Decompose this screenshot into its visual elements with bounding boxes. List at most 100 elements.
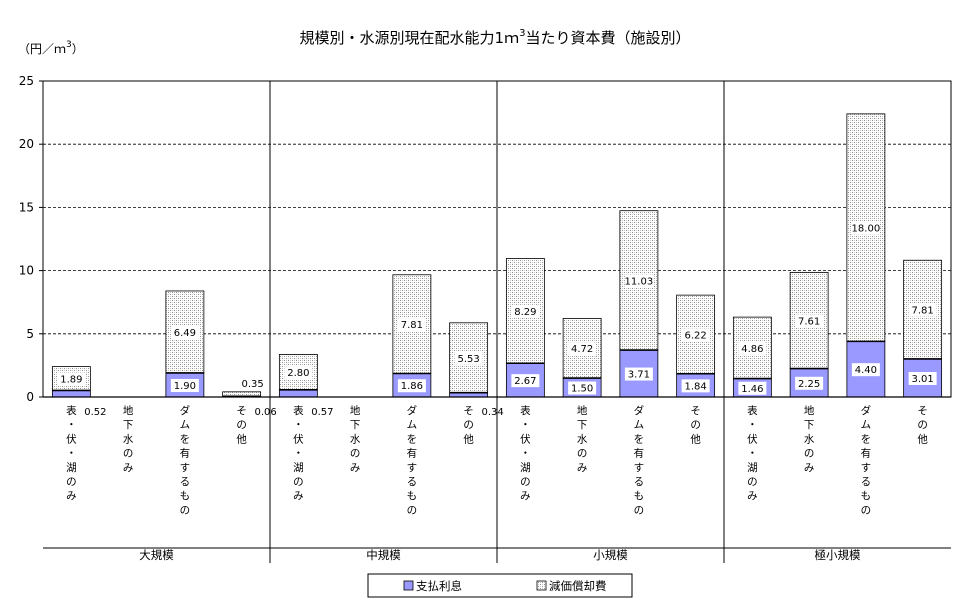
data-label-interest: 1.90	[174, 381, 196, 392]
group-label: 小規模	[593, 548, 628, 562]
data-label-depreciation: 18.00	[852, 224, 881, 235]
group-label: 極小規模	[815, 548, 861, 562]
category-label: 地下水のみ	[804, 404, 815, 474]
legend: 支払利息 減価償却費	[367, 573, 633, 598]
title-main: 規模別・水源別現在配水能力1ｍ	[300, 29, 520, 47]
data-label-depreciation: 1.89	[60, 374, 82, 385]
data-label-depreciation: 7.81	[401, 320, 423, 331]
data-label-depreciation: 6.49	[174, 328, 196, 339]
category-label: 地下水のみ	[123, 404, 134, 474]
data-label-bg	[624, 274, 653, 288]
category-label: その他	[463, 405, 474, 445]
y-tick-label: 10	[19, 264, 34, 278]
category-label: 地下水のみ	[350, 404, 361, 474]
y-tick-label: 15	[19, 200, 34, 214]
data-label-bg	[454, 351, 483, 365]
data-label-bg	[681, 379, 710, 393]
data-label-interest: 1.46	[741, 384, 763, 395]
data-label-interest: 1.84	[684, 381, 706, 392]
category-label: ダムを有するもの	[634, 404, 645, 516]
data-label-depreciation: 6.22	[684, 330, 706, 341]
category-label: 表・伏・湖のみ	[293, 404, 304, 502]
y-axis-ticks: 0 5 10 15 20 25	[19, 74, 34, 404]
title-tail: 当たり資本費（施設別）	[525, 29, 690, 47]
data-label-bg	[568, 342, 597, 356]
data-label-interest: 0.34	[481, 407, 503, 418]
title-superscript: 3	[519, 28, 525, 39]
data-label-bg	[738, 381, 767, 395]
axes	[39, 80, 952, 563]
data-label-depreciation: 7.61	[798, 316, 820, 327]
data-label-interest: 0.52	[84, 407, 106, 418]
group-label: 大規模	[139, 548, 174, 562]
data-label-bg	[624, 367, 653, 381]
data-label-depreciation: 4.86	[741, 344, 763, 355]
data-label-bg	[851, 221, 880, 235]
data-label-bg	[568, 381, 597, 395]
category-labels: 表・伏・湖のみ 地下水のみ ダムを有するもの その他 表・伏・湖のみ 地下水のみ ダムを有す…	[66, 404, 928, 516]
legend-box	[367, 573, 633, 598]
category-label: ダムを有するもの	[407, 404, 418, 516]
data-label-interest: 0.06	[254, 407, 276, 418]
data-label-interest: 4.40	[855, 365, 877, 376]
bar-interest	[278, 389, 318, 398]
bar-interest	[51, 390, 91, 398]
data-label-bg	[284, 366, 313, 380]
category-label: ダムを有するもの	[180, 404, 191, 516]
category-label: その他	[690, 405, 701, 445]
category-label: 表・伏・湖のみ	[520, 404, 531, 502]
data-label-bg	[57, 372, 86, 386]
category-label: ダムを有するもの	[861, 404, 872, 516]
data-label-interest: 1.50	[571, 384, 593, 395]
data-label-bg	[170, 378, 199, 392]
legend-label-depreciation: 減価償却費	[549, 579, 607, 593]
y-tick-label: 5	[26, 327, 34, 341]
y-axis-unit: （円／ｍ3）	[18, 40, 84, 56]
unit-main: （円／ｍ	[18, 42, 66, 56]
data-label-depreciation: 0.35	[241, 379, 263, 390]
data-label-depreciation: 2.80	[287, 368, 309, 379]
category-label: その他	[236, 405, 247, 445]
legend-label-interest: 支払利息	[416, 579, 462, 593]
data-label-bg	[397, 318, 426, 332]
category-label: 地下水のみ	[577, 404, 588, 474]
category-label: 表・伏・湖のみ	[747, 404, 758, 502]
data-label-bg	[397, 379, 426, 393]
unit-superscript: 3	[66, 40, 72, 50]
data-label-depreciation: 8.29	[514, 307, 536, 318]
data-label-interest: 0.57	[311, 407, 333, 418]
data-label-bg	[908, 371, 937, 385]
data-label-interest: 3.71	[628, 370, 650, 381]
y-tick-label: 20	[19, 137, 34, 151]
data-label-interest: 1.86	[401, 381, 423, 392]
data-label-bg	[851, 363, 880, 377]
category-label: 表・伏・湖のみ	[66, 404, 77, 502]
group-labels: 大規模 中規模 小規模 極小規模	[139, 548, 861, 562]
chart-title: 規模別・水源別現在配水能力1ｍ3当たり資本費（施設別）	[300, 28, 691, 47]
data-label-bg	[795, 314, 824, 328]
data-label-bg	[511, 374, 540, 388]
data-label-depreciation: 5.53	[457, 354, 479, 365]
legend-swatch-interest	[403, 580, 414, 591]
y-tick-label: 25	[19, 74, 34, 88]
group-label: 中規模	[366, 548, 401, 562]
data-label-interest: 2.67	[514, 376, 536, 387]
data-label-bg	[511, 304, 540, 318]
data-label-depreciation: 7.81	[911, 306, 933, 317]
data-label-bg	[681, 328, 710, 342]
data-label-bg	[908, 303, 937, 317]
data-label-bg	[795, 376, 824, 390]
data-label-interest: 3.01	[911, 374, 933, 385]
data-label-depreciation: 11.03	[625, 276, 654, 287]
data-label-bg	[738, 341, 767, 355]
category-label: その他	[917, 405, 928, 445]
data-label-depreciation: 4.72	[571, 344, 593, 355]
legend-swatch-depreciation	[536, 580, 547, 591]
data-label-bg	[170, 325, 199, 339]
data-labels: 1.89 0.52 6.49 1.90 0.35 0.06 2.80 0.57 7.81 1.86…	[57, 221, 937, 418]
unit-tail: ）	[72, 42, 84, 56]
data-label-interest: 2.25	[798, 379, 820, 390]
y-tick-label: 0	[26, 390, 34, 404]
